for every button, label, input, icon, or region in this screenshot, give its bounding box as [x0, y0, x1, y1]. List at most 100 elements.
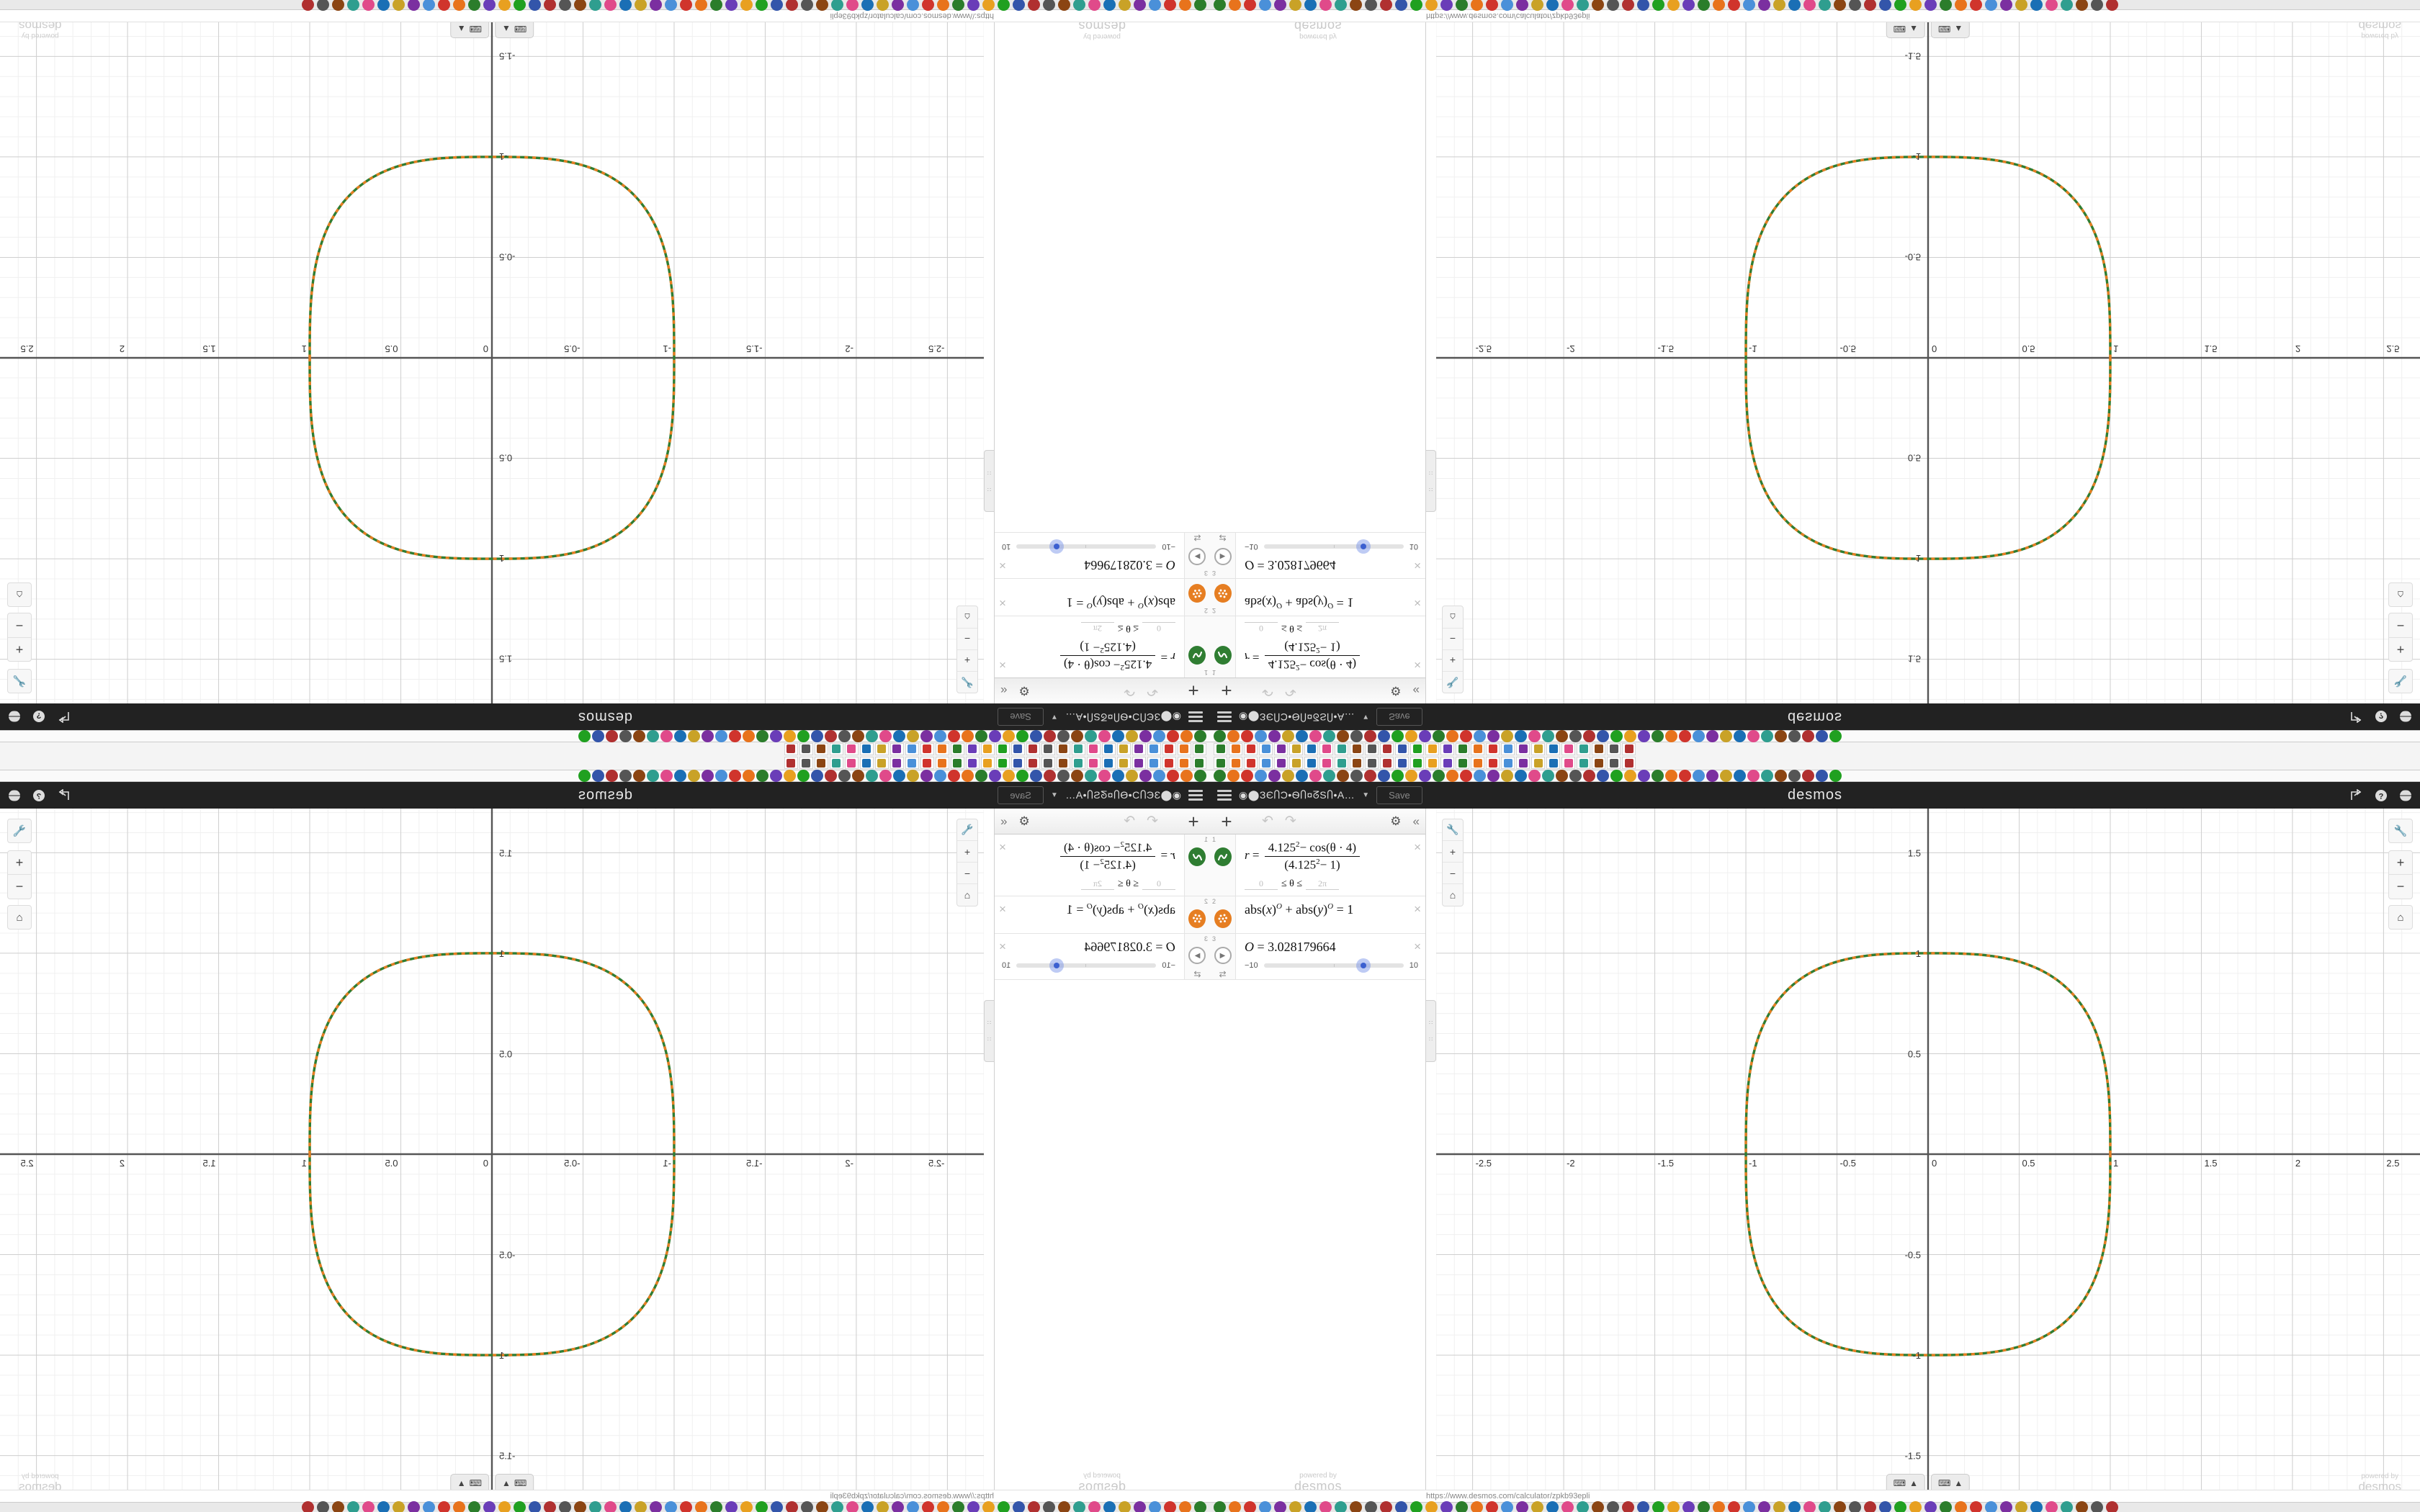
- taskbar-app-icon[interactable]: [1244, 743, 1258, 755]
- bookmark-icon[interactable]: [1667, 1501, 1680, 1512]
- bookmark-icon[interactable]: [1098, 730, 1111, 742]
- collapse-panel-icon[interactable]: «: [1000, 684, 1008, 698]
- home-icon[interactable]: ⌂: [1449, 889, 1456, 901]
- zoom-out-button[interactable]: −: [2396, 618, 2405, 633]
- gear-icon[interactable]: ⚙: [1018, 814, 1030, 828]
- zoom-in-icon[interactable]: +: [957, 649, 977, 671]
- green-curve-bubble-icon[interactable]: [1188, 847, 1206, 866]
- expression-content[interactable]: × abs(x)O + abs(y)O = 1: [995, 579, 1184, 616]
- taskbar-app-icon[interactable]: [996, 743, 1010, 755]
- os-taskbar-icons-row[interactable]: [1210, 742, 2420, 756]
- bookmark-icon[interactable]: [317, 0, 329, 11]
- bookmark-icon[interactable]: [453, 1501, 465, 1512]
- bookmark-icon[interactable]: [1637, 1501, 1649, 1512]
- taskbar-app-icon[interactable]: [951, 757, 964, 769]
- bookmark-icon[interactable]: [1542, 730, 1554, 742]
- bookmark-icon[interactable]: [1380, 0, 1392, 11]
- bookmark-icon[interactable]: [801, 0, 813, 11]
- bookmark-icon[interactable]: [1486, 1501, 1498, 1512]
- taskbar-app-icon[interactable]: [981, 757, 995, 769]
- bookmark-icon[interactable]: [453, 0, 465, 11]
- taskbar-app-icon[interactable]: [1214, 757, 1227, 769]
- taskbar-app-icon[interactable]: [784, 743, 798, 755]
- bookmark-icon[interactable]: [838, 730, 851, 742]
- bookmark-icon[interactable]: [2030, 1501, 2043, 1512]
- taskbar-app-icon[interactable]: [1425, 757, 1439, 769]
- delete-expression-icon[interactable]: ×: [999, 902, 1006, 917]
- chevron-down-icon[interactable]: ▼: [1050, 713, 1058, 721]
- bookmark-icon[interactable]: [1425, 0, 1438, 11]
- domain-row[interactable]: 0 ≤ θ ≤ 2π: [1002, 621, 1175, 634]
- bookmark-icon[interactable]: [1802, 730, 1814, 742]
- taskbar-app-icon[interactable]: [1319, 743, 1333, 755]
- bookmark-icon[interactable]: [1834, 0, 1846, 11]
- bookmark-icon[interactable]: [1743, 1501, 1755, 1512]
- taskbar-app-icon[interactable]: [1410, 743, 1424, 755]
- green-curve-bubble-icon[interactable]: [1188, 646, 1206, 665]
- os-taskbar-icons-row[interactable]: [0, 756, 1210, 770]
- taskbar-app-icon[interactable]: [1501, 743, 1515, 755]
- bookmark-icon[interactable]: [825, 770, 837, 782]
- play-button-icon[interactable]: ▶: [1188, 947, 1206, 965]
- help-icon[interactable]: ?: [2374, 788, 2388, 803]
- bookmark-icon[interactable]: [1665, 730, 1677, 742]
- home-icon[interactable]: ⌂: [964, 611, 971, 623]
- bookmark-icon[interactable]: [1167, 730, 1179, 742]
- bookmark-icon[interactable]: [1456, 0, 1468, 11]
- bookmark-icon[interactable]: [838, 770, 851, 782]
- bookmark-icon[interactable]: [1268, 730, 1281, 742]
- graph-left-tools[interactable]: 🔧 + − ⌂: [1442, 819, 1464, 906]
- wrench-tool-icon[interactable]: 🔧: [1443, 819, 1463, 841]
- bookmark-icon[interactable]: [1622, 1501, 1634, 1512]
- domain-min-input[interactable]: 0: [1142, 621, 1175, 634]
- taskbar-app-icon[interactable]: [1193, 757, 1206, 769]
- bookmark-icon[interactable]: [423, 1501, 435, 1512]
- bookmark-icon[interactable]: [1515, 730, 1527, 742]
- taskbar-app-icon[interactable]: [1335, 757, 1348, 769]
- delete-expression-icon[interactable]: ×: [1414, 902, 1421, 917]
- bookmark-icon[interactable]: [674, 770, 686, 782]
- taskbar-app-icon[interactable]: [1193, 743, 1206, 755]
- bookmark-icon[interactable]: [1126, 730, 1138, 742]
- bookmark-icon[interactable]: [1180, 770, 1193, 782]
- bookmark-icon[interactable]: [317, 1501, 329, 1512]
- bookmark-icon[interactable]: [1720, 730, 1732, 742]
- hamburger-menu-icon[interactable]: [1188, 790, 1203, 801]
- bookmark-icon[interactable]: [1556, 770, 1568, 782]
- taskbar-app-icon[interactable]: [1501, 757, 1515, 769]
- bookmark-icon[interactable]: [1164, 0, 1176, 11]
- bookmark-icon[interactable]: [1214, 1501, 1226, 1512]
- bookmark-icon[interactable]: [756, 0, 768, 11]
- bookmark-icon[interactable]: [1365, 1501, 1377, 1512]
- loop-direction-icon[interactable]: ⇄: [1193, 532, 1201, 543]
- slider-track[interactable]: [1263, 958, 1404, 973]
- bookmark-icon[interactable]: [1955, 0, 1967, 11]
- slider-control[interactable]: −10 10: [1002, 958, 1175, 973]
- bookmark-icon[interactable]: [2091, 1501, 2103, 1512]
- wrench-tool-icon[interactable]: 🔧: [957, 671, 977, 693]
- bookmark-icon[interactable]: [1073, 1501, 1085, 1512]
- undo-icon[interactable]: ↶: [1262, 683, 1273, 698]
- expression-row-3[interactable]: 3 ▶ ⇄ × O = 3.028179664 −10: [995, 934, 1210, 981]
- bookmark-icon[interactable]: [635, 0, 647, 11]
- taskbar-app-icon[interactable]: [1259, 757, 1273, 769]
- bookmark-icon[interactable]: [1713, 1501, 1725, 1512]
- bookmark-icon[interactable]: [1802, 770, 1814, 782]
- bookmark-icon[interactable]: [1392, 730, 1404, 742]
- bookmark-icon[interactable]: [1296, 730, 1308, 742]
- bookmark-icon[interactable]: [1747, 770, 1760, 782]
- bookmark-icon[interactable]: [468, 0, 480, 11]
- zoom-in-icon[interactable]: +: [1443, 649, 1463, 671]
- bookmark-icon[interactable]: [1894, 0, 1906, 11]
- bookmark-icon[interactable]: [1970, 0, 1982, 11]
- expression-content[interactable]: × abs(x)O + abs(y)O = 1: [1236, 896, 1425, 933]
- bookmark-icon[interactable]: [1289, 0, 1301, 11]
- bookmark-icon[interactable]: [1515, 770, 1527, 782]
- bookmark-icon[interactable]: [1864, 1501, 1876, 1512]
- domain-max-input[interactable]: 2π: [1080, 878, 1114, 891]
- bookmark-icon[interactable]: [1139, 730, 1152, 742]
- taskbar-app-icon[interactable]: [905, 743, 919, 755]
- bookmark-icon[interactable]: [1456, 1501, 1468, 1512]
- bookmark-icon[interactable]: [635, 1501, 647, 1512]
- bookmark-icon[interactable]: [589, 0, 601, 11]
